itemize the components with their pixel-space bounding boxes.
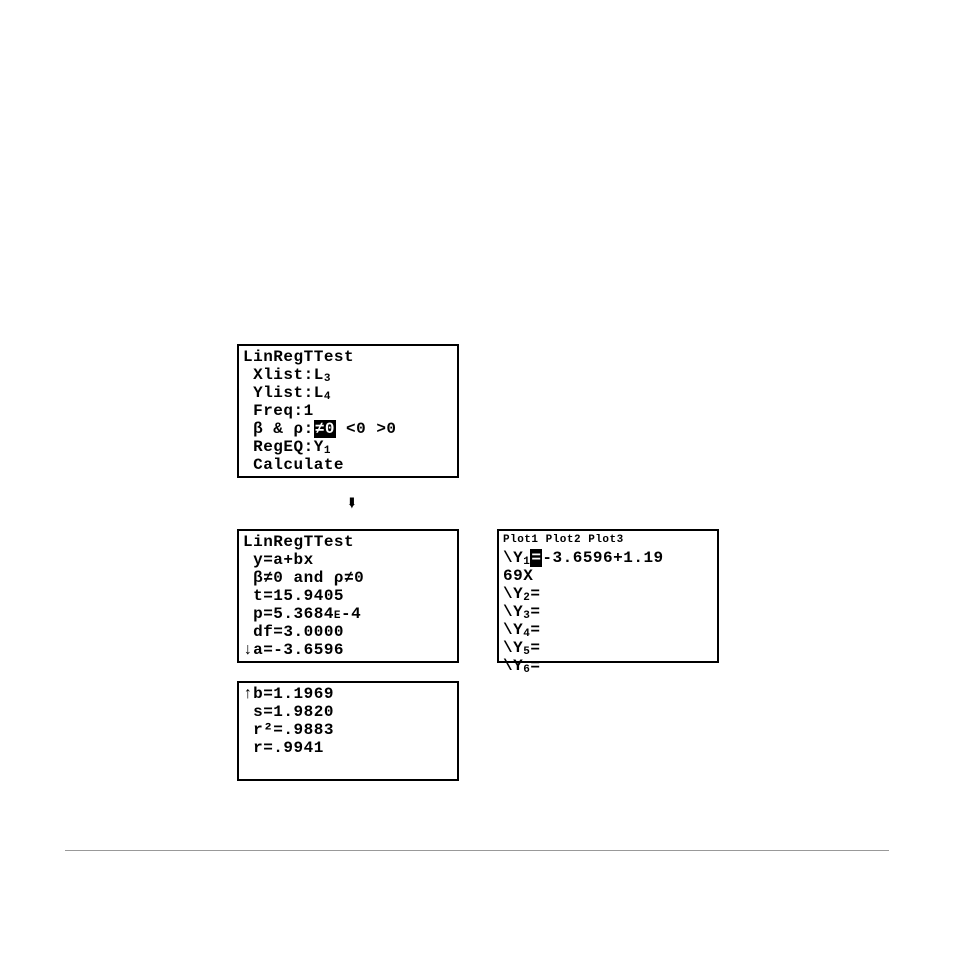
y6-line[interactable]: \Y6= (503, 657, 713, 675)
screen2-line6: df=3.0000 (243, 623, 453, 641)
screen2-line1: LinRegTTest (243, 533, 453, 551)
screen2-line4: t=15.9405 (243, 587, 453, 605)
flow-arrow-icon: ➨ (338, 497, 364, 509)
divider (65, 850, 889, 851)
screen2-line7: ↓a=-3.6596 (243, 641, 453, 659)
screen1-line3: Ylist:L4 (243, 384, 453, 402)
screen2-line2: y=a+bx (243, 551, 453, 569)
calc-screen-linregtest-output1: LinRegTTest y=a+bx β≠0 and ρ≠0 t=15.9405… (237, 529, 459, 663)
y5-line[interactable]: \Y5= (503, 639, 713, 657)
calc-screen-linregtest-output2: ↑b=1.1969 s=1.9820 r²=.9883 r=.9941 (237, 681, 459, 781)
y3-line[interactable]: \Y3= (503, 603, 713, 621)
selected-hypothesis[interactable]: ≠0 (314, 420, 336, 438)
screen1-line4: Freq:1 (243, 402, 453, 420)
screen2-line5: p=5.3684E-4 (243, 605, 453, 623)
calc-screen-linregtest-input: LinRegTTest Xlist:L3 Ylist:L4 Freq:1 β &… (237, 344, 459, 478)
screen1-line1: LinRegTTest (243, 348, 453, 366)
screen2-line3: β≠0 and ρ≠0 (243, 569, 453, 587)
screen3-line2: s=1.9820 (243, 703, 453, 721)
y2-line[interactable]: \Y2= (503, 585, 713, 603)
screen3-line3: r²=.9883 (243, 721, 453, 739)
y4-line[interactable]: \Y4= (503, 621, 713, 639)
calc-screen-y-editor: Plot1 Plot2 Plot3 \Y1=-3.6596+1.19 69X \… (497, 529, 719, 663)
plot-header[interactable]: Plot1 Plot2 Plot3 (503, 531, 713, 549)
y1-line-cont: 69X (503, 567, 713, 585)
screen3-line4: r=.9941 (243, 739, 453, 757)
screen1-calculate[interactable]: Calculate (243, 456, 453, 474)
screen3-line1: ↑b=1.1969 (243, 685, 453, 703)
screen1-line5: β & ρ:≠0 <0 >0 (243, 420, 453, 438)
y1-line[interactable]: \Y1=-3.6596+1.19 (503, 549, 713, 567)
screen1-line2: Xlist:L3 (243, 366, 453, 384)
screen1-line6: RegEQ:Y1 (243, 438, 453, 456)
